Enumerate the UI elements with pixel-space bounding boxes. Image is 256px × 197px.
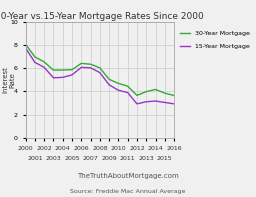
15-Year Mortgage [52, 77, 55, 79]
Text: 2004: 2004 [55, 146, 71, 151]
15-Year Mortgage [145, 101, 148, 103]
30-Year Mortgage [52, 69, 55, 71]
15-Year Mortgage [33, 61, 36, 63]
30-Year Mortgage [70, 69, 73, 71]
30-Year Mortgage [33, 56, 36, 58]
15-Year Mortgage [173, 103, 176, 105]
30-Year Mortgage [154, 88, 157, 91]
30-Year Mortgage [24, 43, 27, 46]
Text: 2006: 2006 [73, 146, 89, 151]
30-Year Mortgage [98, 67, 101, 69]
Text: Source: Freddie Mac Annual Average: Source: Freddie Mac Annual Average [70, 189, 186, 194]
Text: 2007: 2007 [83, 156, 99, 161]
15-Year Mortgage [108, 84, 111, 86]
15-Year Mortgage [135, 103, 138, 105]
Text: 2015: 2015 [157, 156, 173, 161]
15-Year Mortgage [154, 100, 157, 102]
Text: TheTruthAboutMortgage.com: TheTruthAboutMortgage.com [77, 173, 179, 179]
15-Year Mortgage [24, 47, 27, 49]
Text: 2010: 2010 [111, 146, 126, 151]
Title: 30-Year vs.15-Year Mortgage Rates Since 2000: 30-Year vs.15-Year Mortgage Rates Since … [0, 12, 204, 21]
Text: 2009: 2009 [101, 156, 117, 161]
15-Year Mortgage [70, 74, 73, 76]
Legend: 30-Year Mortgage, 15-Year Mortgage: 30-Year Mortgage, 15-Year Mortgage [180, 31, 249, 49]
15-Year Mortgage [98, 71, 101, 74]
Y-axis label: Interest
Rate: Interest Rate [2, 66, 15, 93]
30-Year Mortgage [42, 61, 46, 63]
30-Year Mortgage [145, 90, 148, 93]
Text: 2008: 2008 [92, 146, 108, 151]
Text: 2016: 2016 [166, 146, 182, 151]
15-Year Mortgage [117, 89, 120, 91]
Text: 2012: 2012 [129, 146, 145, 151]
30-Year Mortgage [135, 94, 138, 97]
15-Year Mortgage [42, 66, 46, 69]
30-Year Mortgage [173, 94, 176, 97]
Text: 2014: 2014 [148, 146, 163, 151]
Text: 2005: 2005 [64, 156, 80, 161]
30-Year Mortgage [163, 92, 166, 94]
Text: 2000: 2000 [18, 146, 34, 151]
30-Year Mortgage [89, 63, 92, 65]
30-Year Mortgage [126, 85, 129, 87]
Text: 2002: 2002 [36, 146, 52, 151]
Text: 2011: 2011 [120, 156, 135, 161]
Text: 2013: 2013 [138, 156, 154, 161]
30-Year Mortgage [108, 78, 111, 81]
Text: 2003: 2003 [46, 156, 61, 161]
15-Year Mortgage [89, 67, 92, 69]
Line: 15-Year Mortgage: 15-Year Mortgage [26, 48, 174, 104]
30-Year Mortgage [61, 69, 64, 71]
15-Year Mortgage [126, 91, 129, 94]
15-Year Mortgage [80, 66, 83, 69]
30-Year Mortgage [80, 62, 83, 65]
15-Year Mortgage [163, 101, 166, 104]
Line: 30-Year Mortgage: 30-Year Mortgage [26, 44, 174, 96]
Text: 2001: 2001 [27, 156, 43, 161]
30-Year Mortgage [117, 82, 120, 85]
15-Year Mortgage [61, 76, 64, 79]
